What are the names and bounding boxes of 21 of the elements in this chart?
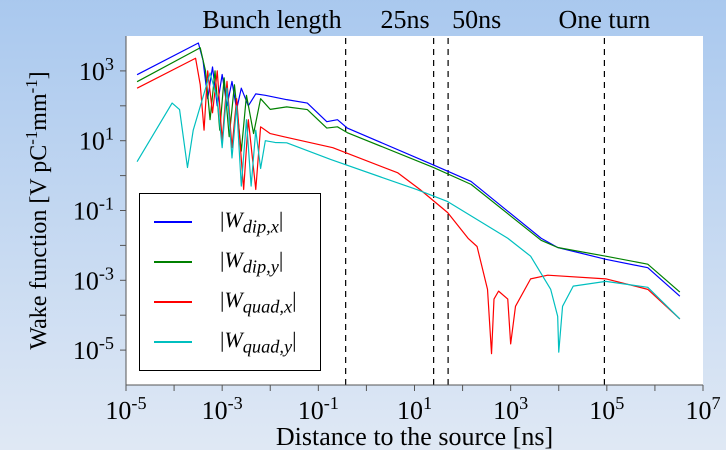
x-tick-label: 10$^{-5}$ bbox=[105, 393, 147, 425]
y-tick-label: 10$^{3}$ bbox=[78, 54, 114, 86]
x-tick-label: 10$^{1}$ bbox=[396, 393, 432, 425]
ref-line-label: Bunch length bbox=[202, 5, 342, 34]
y-tick-label: 10$^{-1}$ bbox=[72, 194, 114, 226]
y-tick-label: 10$^{-3}$ bbox=[72, 263, 114, 296]
legend-label: |W$_{quad,x}$| bbox=[220, 286, 297, 318]
x-tick-label: 10$^{-1}$ bbox=[298, 393, 339, 425]
legend-label: |W$_{dip,x}$| bbox=[220, 206, 284, 238]
y-tick-label: 10$^{-5}$ bbox=[72, 333, 114, 366]
x-axis-title: Distance to the source [ns] bbox=[276, 422, 554, 450]
ref-line-label: 50ns bbox=[452, 5, 502, 34]
ref-line-label: One turn bbox=[558, 5, 650, 34]
ref-line-label: 25ns bbox=[380, 5, 430, 34]
x-tick-label: 10$^{-3}$ bbox=[202, 393, 243, 425]
x-tick-label: 10$^{3}$ bbox=[493, 393, 528, 425]
y-tick-label: 10$^{1}$ bbox=[78, 124, 114, 156]
legend-label: |W$_{dip,y}$| bbox=[220, 246, 284, 278]
x-tick-label: 10$^{5}$ bbox=[589, 393, 624, 425]
legend-label: |W$_{quad,y}$| bbox=[220, 326, 297, 358]
x-tick-label: 10$^{7}$ bbox=[685, 393, 721, 425]
